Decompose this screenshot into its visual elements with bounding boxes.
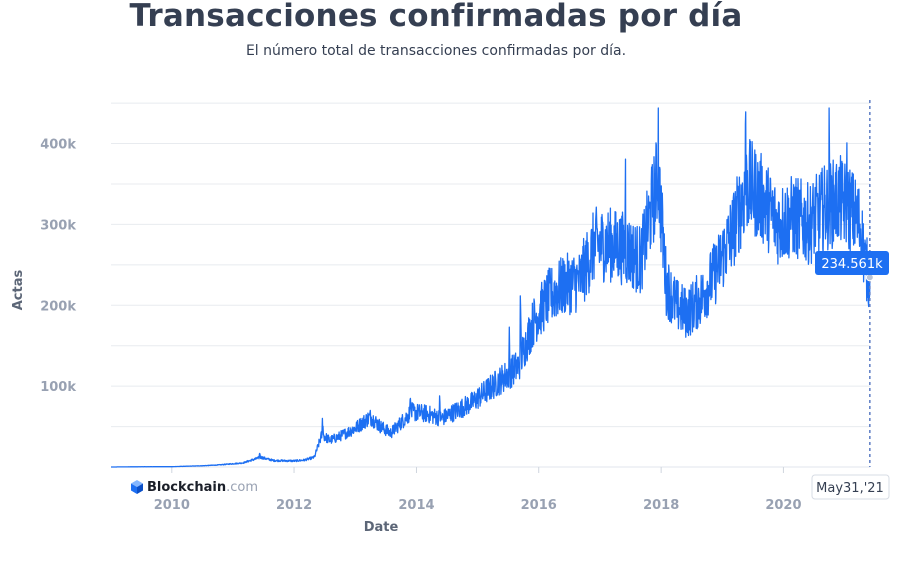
grid-lines bbox=[111, 102, 870, 468]
x-tick-label: 2018 bbox=[643, 498, 679, 513]
chart-title: Transacciones confirmadas por día bbox=[129, 0, 743, 34]
hover-date-tooltip: May31,'21 bbox=[811, 474, 890, 500]
x-tick-label: 2010 bbox=[154, 498, 190, 513]
y-axis-label: Actas bbox=[11, 269, 26, 310]
x-tick-label: 2016 bbox=[521, 498, 557, 513]
series-line bbox=[110, 107, 871, 468]
y-tick-label: 200k bbox=[40, 299, 76, 314]
x-axis-label: Date bbox=[364, 520, 399, 535]
x-tick-label: 2012 bbox=[276, 498, 312, 513]
svg-text:Blockchain.com: Blockchain.com bbox=[147, 480, 258, 495]
y-tick-label: 100k bbox=[40, 380, 76, 395]
y-axis-ticks: 100k 200k 300k 400k bbox=[40, 138, 76, 396]
hover-value-tooltip: 234.561k bbox=[815, 251, 889, 275]
blockchain-cube-icon bbox=[131, 480, 143, 494]
hover-date-label: May31,'21 bbox=[816, 481, 884, 496]
brand-name: Blockchain bbox=[147, 480, 226, 495]
brand-suffix: .com bbox=[226, 480, 258, 495]
chart-subtitle: El número total de transacciones confirm… bbox=[245, 43, 627, 59]
hover-value-label: 234.561k bbox=[821, 257, 883, 272]
x-tick-label: 2014 bbox=[398, 498, 434, 513]
x-axis-ticks: 2010 2012 2014 2016 2018 2020 bbox=[154, 467, 802, 513]
x-tick-label: 2020 bbox=[765, 498, 801, 513]
brand-logo: Blockchain.com bbox=[131, 480, 258, 495]
y-tick-label: 400k bbox=[40, 138, 76, 153]
y-tick-label: 300k bbox=[40, 218, 76, 233]
